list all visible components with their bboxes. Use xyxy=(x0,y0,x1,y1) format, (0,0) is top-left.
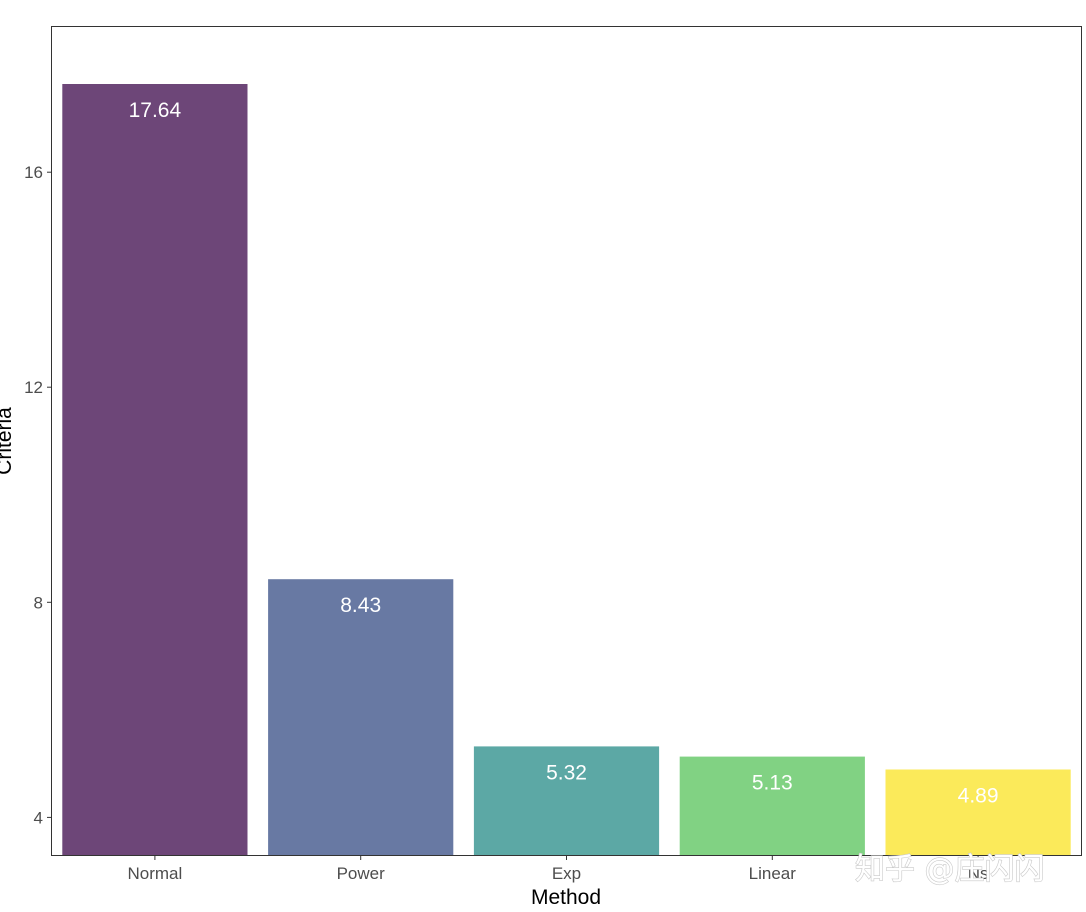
data-labels-layer: 17.64 8.43 5.32 5.13 4.89 xyxy=(129,99,999,808)
y-tick-label-4: 4 xyxy=(34,808,43,827)
watermark-text: 知乎 @庄闪闪 xyxy=(855,852,1045,887)
data-label-normal: 17.64 xyxy=(129,99,182,122)
y-tick-label-8: 8 xyxy=(34,593,43,612)
y-axis: 4 8 12 16 xyxy=(24,163,52,827)
data-label-linear: 5.13 xyxy=(752,772,793,795)
x-axis-title: Method xyxy=(531,886,601,909)
bar-ns xyxy=(885,769,1071,855)
x-tick-label-exp: Exp xyxy=(552,864,581,883)
bar-normal xyxy=(62,84,248,855)
data-label-ns: 4.89 xyxy=(958,785,999,808)
bars-layer xyxy=(62,84,1071,855)
y-tick-label-16: 16 xyxy=(24,163,43,182)
bar-power xyxy=(268,579,454,855)
data-label-power: 8.43 xyxy=(340,594,381,617)
bar-linear xyxy=(679,756,865,855)
y-axis-title: Criteria xyxy=(0,407,16,475)
x-tick-label-linear: Linear xyxy=(749,864,797,883)
y-tick-label-12: 12 xyxy=(24,378,43,397)
x-tick-label-power: Power xyxy=(337,864,386,883)
x-axis: Normal Power Exp Linear Ns xyxy=(128,855,989,883)
data-label-exp: 5.32 xyxy=(546,761,587,784)
bar-exp xyxy=(473,746,660,855)
x-tick-label-normal: Normal xyxy=(128,864,183,883)
x-tick-label-ns: Ns xyxy=(968,864,989,883)
